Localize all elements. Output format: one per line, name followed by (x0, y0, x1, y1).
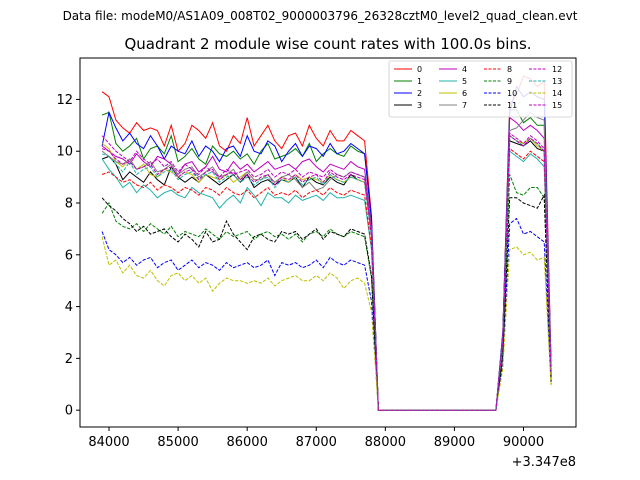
x-tick-label-90000: 90000 (503, 435, 544, 450)
y-tick-label-6: 6 (65, 248, 73, 263)
axes-frame (79, 57, 577, 428)
chart-title: Quadrant 2 module wise count rates with … (124, 35, 531, 53)
y-tick-label-10: 10 (56, 145, 73, 160)
series-line-0 (101, 75, 552, 411)
legend-label-11: 11 (507, 101, 517, 110)
x-tick-label-85000: 85000 (157, 435, 198, 450)
x-tick-label-88000: 88000 (365, 435, 406, 450)
series-line-10 (101, 217, 552, 411)
y-tick-label-12: 12 (56, 93, 73, 108)
y-tick-label-4: 4 (65, 300, 73, 315)
legend-label-5: 5 (462, 77, 467, 86)
legend-label-4: 4 (462, 65, 467, 74)
legend-label-14: 14 (552, 89, 562, 98)
y-tick-label-8: 8 (65, 197, 73, 212)
series-line-1 (101, 109, 552, 411)
plot-area: 84000 85000 86000 87000 88000 89000 90000 0 2 4 6 8… (56, 57, 577, 450)
series-line-11 (101, 193, 552, 411)
x-tick-label-89000: 89000 (434, 435, 475, 450)
series-line-3 (101, 140, 552, 411)
legend-label-15: 15 (552, 101, 562, 110)
legend-label-1: 1 (417, 77, 422, 86)
series-line-5 (101, 150, 552, 411)
y-tick-label-2: 2 (65, 352, 73, 367)
x-tick-label-86000: 86000 (226, 435, 267, 450)
series-line-8 (101, 147, 552, 411)
legend-label-12: 12 (552, 65, 562, 74)
legend-label-2: 2 (417, 89, 422, 98)
legend-label-3: 3 (417, 101, 422, 110)
series-line-12 (101, 132, 552, 411)
series-line-4 (101, 116, 552, 411)
x-axis-offset-label: +3.347e8 (512, 455, 576, 470)
series-line-15 (101, 134, 552, 411)
legend-label-13: 13 (552, 77, 562, 86)
legend-label-10: 10 (507, 89, 517, 98)
legend-label-0: 0 (417, 65, 422, 74)
series-line-7 (101, 111, 552, 411)
x-tick-label-84000: 84000 (88, 435, 129, 450)
y-tick-label-0: 0 (65, 404, 73, 419)
legend-label-7: 7 (462, 101, 467, 110)
legend-label-8: 8 (507, 65, 512, 74)
x-tick-label-87000: 87000 (296, 435, 337, 450)
suptitle: Data file: modeM0/AS1A09_008T02_90000037… (63, 9, 578, 23)
series-line-2 (101, 85, 552, 411)
legend-label-9: 9 (507, 77, 512, 86)
legend-box (388, 60, 573, 118)
series-line-9 (101, 174, 552, 411)
legend-label-6: 6 (462, 89, 467, 98)
